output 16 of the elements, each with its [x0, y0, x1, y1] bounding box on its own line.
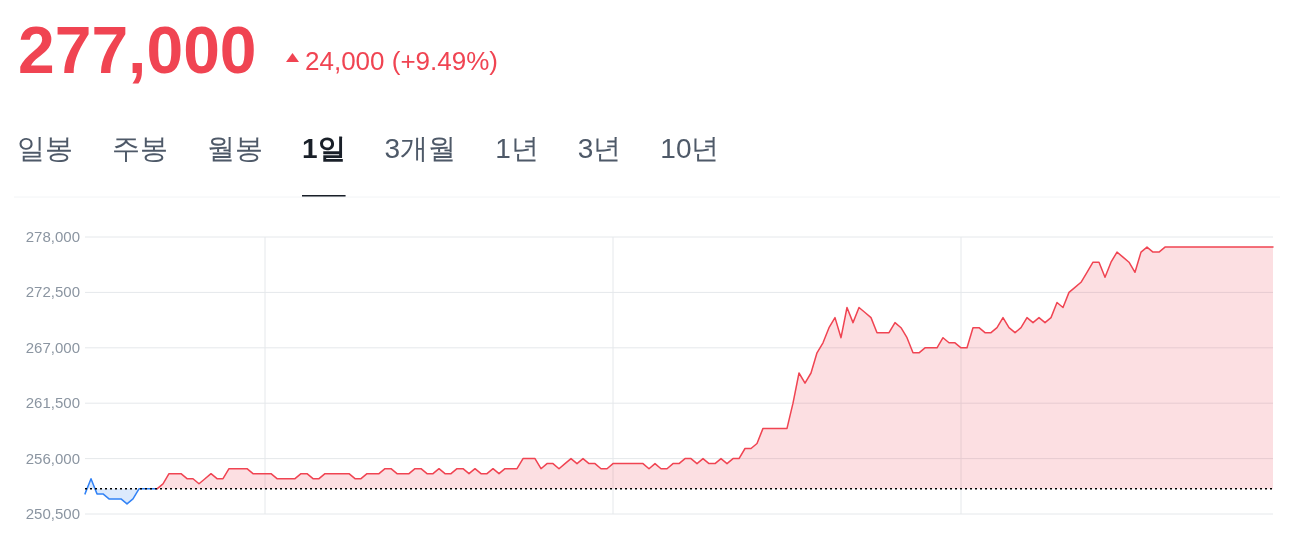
text: 3년: [577, 133, 622, 164]
y-tick-label: 267,000: [25, 338, 80, 356]
chart-title: 277,000: [18, 13, 257, 87]
y-tick-label: 261,500: [25, 394, 80, 412]
text: 1년: [495, 133, 539, 164]
y-tick-label: 250,500: [25, 505, 80, 522]
text: 일봉: [17, 133, 73, 164]
chart-subtitle: 24,000 (+9.49%): [305, 46, 498, 76]
text: 1일: [302, 133, 346, 164]
y-tick-label: 272,500: [25, 283, 80, 301]
y-tick-label: 278,000: [25, 228, 80, 245]
text: 10년: [660, 133, 720, 164]
text: 3개월: [384, 133, 457, 164]
y-tick-label: 256,000: [25, 449, 80, 467]
text: 주봉: [112, 133, 168, 164]
text: 월봉: [207, 133, 263, 164]
